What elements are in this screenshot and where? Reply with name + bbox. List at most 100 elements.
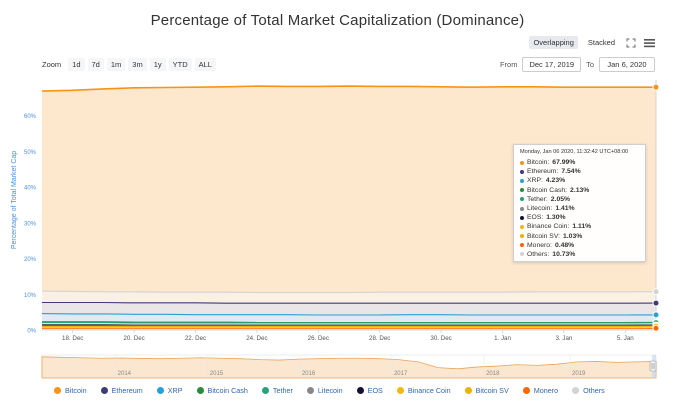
tooltip-row-bitcoin-cash: Bitcoin Cash: 2.13% bbox=[520, 186, 639, 195]
y-tick-label: 50% bbox=[24, 150, 37, 156]
legend-item-others[interactable]: Others bbox=[572, 386, 605, 395]
legend-symbol bbox=[464, 387, 472, 394]
zoom-button-ytd[interactable]: YTD bbox=[168, 58, 192, 71]
x-tick-label: 26. Dec bbox=[308, 335, 329, 342]
hover-markers bbox=[652, 83, 660, 332]
tooltip-series-value: 1.30% bbox=[546, 214, 566, 222]
zoom-controls: Zoom 1d 7d 1m 3m 1y YTD ALL bbox=[42, 58, 216, 71]
legend-label: Bitcoin Cash bbox=[207, 386, 248, 395]
zoom-button-7d[interactable]: 7d bbox=[87, 58, 104, 71]
legend-item-bitcoin[interactable]: Bitcoin bbox=[54, 386, 87, 395]
zoom-button-1d[interactable]: 1d bbox=[68, 58, 85, 71]
legend-symbol bbox=[54, 387, 61, 394]
tooltip-row-eos: EOS: 1.30% bbox=[520, 213, 639, 222]
tooltip-series-value: 1.41% bbox=[555, 205, 575, 213]
marker-bitcoin bbox=[652, 83, 660, 91]
zoom-button-1m[interactable]: 1m bbox=[106, 58, 126, 71]
tooltip-row-xrp: XRP: 4.23% bbox=[520, 176, 639, 185]
navigator[interactable]: 2014 2015 2016 2017 2018 2019 bbox=[41, 354, 657, 379]
marker-monero bbox=[652, 324, 660, 332]
stacked-button[interactable]: Stacked bbox=[583, 36, 619, 49]
line-bitcoin[interactable] bbox=[41, 85, 657, 92]
legend-symbol bbox=[100, 387, 108, 394]
x-tick-label: 30. Dec bbox=[430, 335, 451, 342]
to-label: To bbox=[586, 60, 594, 69]
series-areas bbox=[41, 85, 657, 330]
zoom-label: Zoom bbox=[42, 60, 62, 69]
y-tick-label: 30% bbox=[24, 221, 37, 227]
x-tick-label: 28. Dec bbox=[369, 335, 390, 342]
legend-symbol bbox=[306, 387, 314, 394]
legend-item-bitcoin-cash[interactable]: Bitcoin Cash bbox=[196, 386, 248, 395]
tooltip-series-value: 0.48% bbox=[554, 241, 575, 249]
legend-item-tether[interactable]: Tether bbox=[261, 386, 293, 395]
zoom-button-3m[interactable]: 3m bbox=[128, 58, 147, 71]
tooltip-dot bbox=[520, 224, 524, 229]
legend-label: Monero bbox=[533, 386, 559, 395]
x-tick-label: 22. Dec bbox=[185, 335, 206, 342]
navigator-year-label: 2016 bbox=[302, 371, 316, 377]
tooltip-dot bbox=[520, 234, 524, 239]
tooltip-series-name: Bitcoin SV: bbox=[527, 232, 560, 240]
tooltip-rows: Bitcoin: 67.99% Ethereum: 7.54% XRP: 4.23% Bit… bbox=[520, 158, 639, 259]
legend-label: Binance Coin bbox=[407, 386, 451, 395]
tooltip-series-name: Litecoin: bbox=[527, 205, 553, 213]
expand-icon-glyph bbox=[626, 38, 636, 47]
navigator-series bbox=[41, 356, 657, 379]
tooltip-row-binance-coin: Binance Coin: 1.11% bbox=[520, 222, 639, 231]
legend-item-litecoin[interactable]: Litecoin bbox=[306, 386, 343, 395]
x-tick-label: 5. Jan bbox=[617, 335, 634, 342]
tooltip-dot bbox=[520, 252, 524, 257]
tooltip-series-name: Others: bbox=[527, 250, 550, 258]
line-xrp[interactable] bbox=[41, 313, 657, 316]
line-others[interactable] bbox=[41, 290, 657, 294]
legend-label: Others bbox=[583, 386, 605, 395]
legend-item-eos[interactable]: EOS bbox=[356, 386, 383, 395]
legend-item-binance-coin[interactable]: Binance Coin bbox=[396, 386, 451, 395]
chart-title: Percentage of Total Market Capitalizatio… bbox=[150, 12, 525, 29]
legend-symbol bbox=[572, 387, 580, 394]
legend-item-monero[interactable]: Monero bbox=[522, 386, 559, 395]
y-tick-label: 10% bbox=[24, 293, 37, 299]
data-tooltip: Monday, Jan 06 2020, 11:32:42 UTC+08:00 … bbox=[513, 144, 646, 262]
to-date-input[interactable]: Jan 6, 2020 bbox=[599, 57, 655, 72]
view-controls: Overlapping Stacked bbox=[529, 36, 655, 49]
y-tick-label: 60% bbox=[24, 114, 37, 120]
marker-xrp bbox=[652, 311, 660, 319]
from-date-input[interactable]: Dec 17, 2019 bbox=[522, 57, 582, 72]
tooltip-dot bbox=[520, 178, 524, 183]
zoom-button-1y[interactable]: 1y bbox=[149, 58, 166, 71]
from-label: From bbox=[499, 60, 518, 69]
overlapping-button[interactable]: Overlapping bbox=[529, 36, 578, 49]
line-ethereum[interactable] bbox=[42, 301, 657, 304]
zoom-button-all[interactable]: ALL bbox=[194, 58, 216, 71]
tooltip-dot bbox=[520, 160, 524, 165]
tooltip-series-name: Monero: bbox=[527, 241, 552, 249]
tooltip-series-name: Bitcoin Cash: bbox=[527, 186, 568, 194]
area-bitcoin bbox=[42, 86, 656, 330]
legend-symbol bbox=[196, 387, 204, 394]
tooltip-dot bbox=[520, 206, 524, 211]
x-tick-label: 24. Dec bbox=[246, 335, 267, 342]
tooltip-series-value: 67.99% bbox=[552, 159, 576, 167]
navigator-handle[interactable] bbox=[649, 360, 657, 372]
expand-icon[interactable] bbox=[625, 37, 637, 49]
tooltip-dot bbox=[520, 188, 524, 193]
legend-item-bitcoin-sv[interactable]: Bitcoin SV bbox=[464, 386, 509, 395]
x-tick-label: 18. Dec bbox=[62, 335, 83, 342]
tooltip-series-value: 2.13% bbox=[570, 186, 590, 194]
x-tick-label: 3. Jan bbox=[555, 335, 572, 342]
legend-item-ethereum[interactable]: Ethereum bbox=[100, 386, 143, 395]
tooltip-dot bbox=[520, 215, 524, 220]
y-tick-label: 0% bbox=[27, 329, 36, 335]
tooltip-series-value: 4.23% bbox=[545, 177, 566, 185]
navigator-year-label: 2017 bbox=[394, 371, 408, 377]
date-range: From Dec 17, 2019 To Jan 6, 2020 bbox=[500, 57, 655, 72]
tooltip-row-litecoin: Litecoin: 1.41% bbox=[520, 204, 639, 213]
y-axis-title: Percentage of Total Market Cap bbox=[11, 151, 18, 249]
marker-others bbox=[652, 288, 660, 296]
hamburger-menu-icon[interactable] bbox=[643, 37, 655, 49]
legend-item-xrp[interactable]: XRP bbox=[156, 386, 183, 395]
navigator-year-label: 2015 bbox=[210, 371, 224, 377]
